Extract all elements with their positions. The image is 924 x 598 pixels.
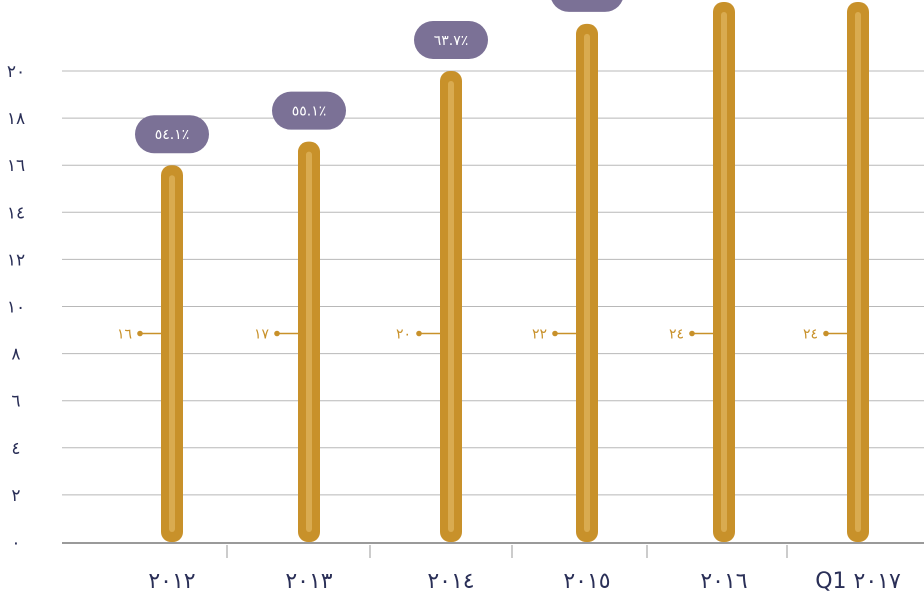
bar-highlight: [855, 12, 861, 532]
bar-highlight: [584, 33, 590, 533]
y-axis-ticks: ٠ ٢ ٤ ٦ ٨ ١٠ ١٢ ١٤ ١٦ ١٨ ٢٠: [7, 62, 25, 553]
percent-label: ٥٥.١٪: [292, 104, 327, 120]
count-label: ٢٤: [803, 327, 818, 343]
x-tick-label: ٢٠١٤: [427, 569, 474, 594]
bar-group: ٢٠ ٦٣.٧٪: [396, 21, 488, 542]
x-tick-label: ٢٠١٥: [563, 569, 610, 594]
x-tick-label: Q1 ٢٠١٧: [815, 569, 901, 594]
y-tick-label: ٤: [11, 439, 20, 459]
bar-group: ٢٤٧٤.٨٨٪: [669, 2, 735, 542]
bar-highlight: [448, 81, 454, 532]
percent-label: ٦٨.٥٪: [570, 0, 605, 2]
y-tick-label: ٨: [11, 345, 20, 365]
y-tick-label: ١٠: [7, 298, 25, 318]
count-marker: [823, 330, 829, 337]
count-label: ٢٤: [669, 327, 684, 343]
bar-group: ١٧ ٥٥.١٪: [254, 91, 346, 542]
percent-pill: [414, 21, 488, 59]
y-tick-label: ٠: [11, 533, 20, 553]
bar-group: ٢٤٧٤.٨٨٪: [803, 2, 869, 542]
count-label: ٢٢: [532, 327, 547, 343]
count-marker: [689, 330, 695, 337]
y-tick-label: ١٦: [7, 156, 25, 176]
count-label: ٢٠: [396, 327, 411, 343]
percent-label: ٥٤.١٪: [155, 127, 190, 143]
bar-group: ٢٢ ٦٨.٥٪: [532, 0, 623, 542]
count-marker: [416, 330, 422, 337]
count-marker: [274, 330, 280, 337]
percent-label: ٦٣.٧٪: [434, 33, 469, 49]
y-tick-label: ٢: [11, 486, 20, 506]
bar-highlight: [169, 175, 175, 532]
grid-lines: [62, 70, 924, 558]
bar-highlight: [721, 12, 727, 532]
count-label: ١٦: [117, 327, 132, 343]
count-marker: [552, 330, 558, 337]
bars: ١٦ ٥٤.١٪ ١٧ ٥٥.١٪ ٢٠ ٦٣.٧٪ ٢٢ ٦٨.٥٪ ٢٤٧٤.٨٨٪ ٢٤٧٤…: [117, 0, 869, 542]
bar-group: ١٦ ٥٤.١٪: [117, 115, 209, 542]
percent-pill: [272, 91, 346, 130]
percent-pill: [135, 115, 209, 154]
x-tick-label: ٢٠١٣: [285, 569, 332, 594]
y-tick-label: ١٤: [7, 203, 25, 223]
percent-pill: [551, 0, 623, 12]
x-tick-label: ٢٠١٦: [700, 569, 747, 594]
x-tick-label: ٢٠١٢: [148, 569, 195, 594]
y-tick-label: ٢٠: [7, 62, 25, 82]
y-tick-label: ١٢: [7, 250, 25, 270]
y-tick-label: ٦: [11, 392, 20, 412]
count-label: ١٧: [254, 327, 270, 343]
x-axis-ticks: ٢٠١٢ ٢٠١٣ ٢٠١٤ ٢٠١٥ ٢٠١٦ Q1 ٢٠١٧: [148, 569, 901, 594]
y-tick-label: ١٨: [7, 109, 25, 129]
count-marker: [137, 330, 143, 337]
bar-highlight: [306, 151, 312, 532]
